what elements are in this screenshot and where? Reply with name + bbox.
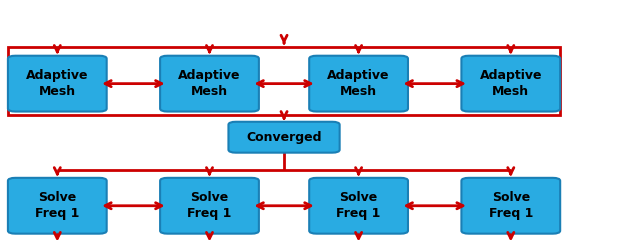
Text: Adaptive
Mesh: Adaptive Mesh bbox=[26, 69, 89, 98]
FancyBboxPatch shape bbox=[228, 122, 339, 153]
Text: Solve
Freq 1: Solve Freq 1 bbox=[336, 191, 381, 220]
Text: Solve
Freq 1: Solve Freq 1 bbox=[187, 191, 232, 220]
FancyBboxPatch shape bbox=[310, 56, 408, 112]
Text: Solve
Freq 1: Solve Freq 1 bbox=[489, 191, 533, 220]
FancyBboxPatch shape bbox=[8, 56, 107, 112]
FancyBboxPatch shape bbox=[8, 178, 107, 234]
FancyBboxPatch shape bbox=[461, 56, 560, 112]
Bar bbox=[8, 47, 560, 115]
FancyBboxPatch shape bbox=[160, 56, 259, 112]
Text: Solve
Freq 1: Solve Freq 1 bbox=[35, 191, 79, 220]
Text: Adaptive
Mesh: Adaptive Mesh bbox=[178, 69, 241, 98]
Text: Adaptive
Mesh: Adaptive Mesh bbox=[328, 69, 390, 98]
Text: Adaptive
Mesh: Adaptive Mesh bbox=[479, 69, 542, 98]
FancyBboxPatch shape bbox=[310, 178, 408, 234]
FancyBboxPatch shape bbox=[461, 178, 560, 234]
Text: Converged: Converged bbox=[246, 131, 322, 144]
FancyBboxPatch shape bbox=[160, 178, 259, 234]
